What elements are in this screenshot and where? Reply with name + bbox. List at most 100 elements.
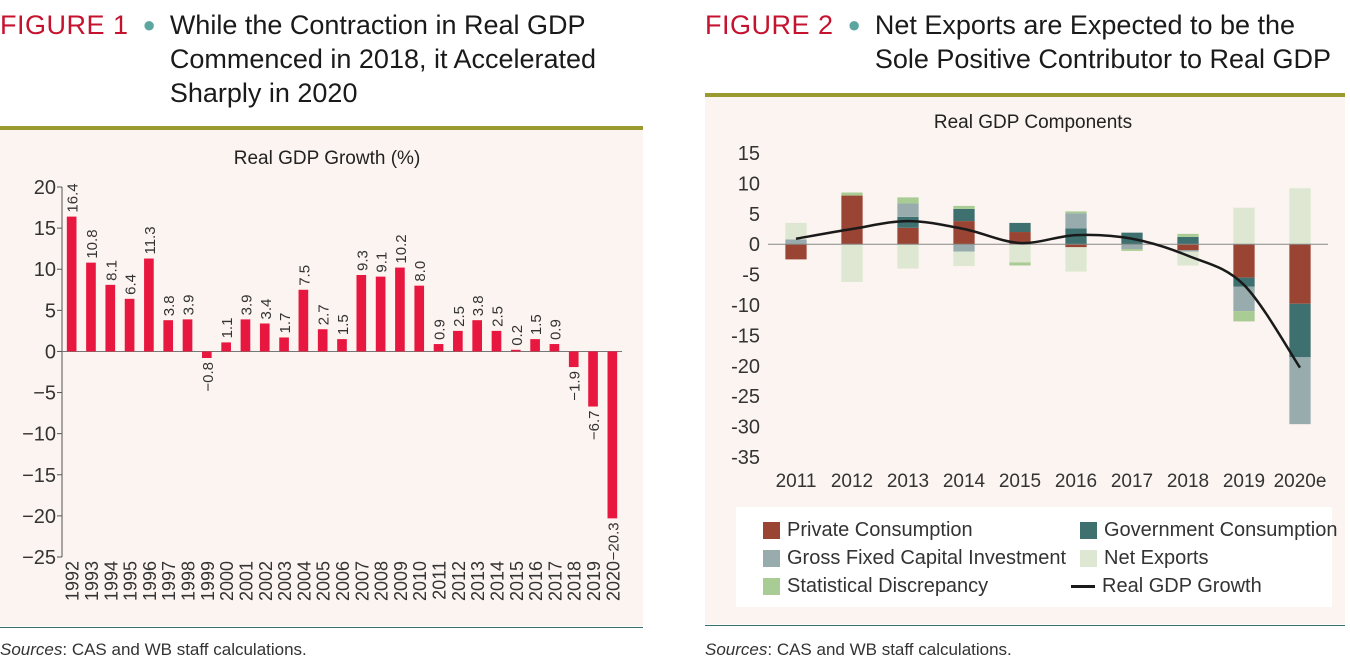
chart-title: Real GDP Components bbox=[934, 112, 1132, 133]
bar bbox=[86, 262, 96, 352]
bar bbox=[588, 351, 598, 407]
bar bbox=[356, 274, 367, 352]
x-tick-label: 1999 bbox=[198, 561, 218, 601]
y-tick-label: -15 bbox=[731, 325, 760, 347]
data-label: 1.5 bbox=[528, 314, 545, 335]
real-gdp-growth-line bbox=[795, 219, 1302, 369]
stacked-bar-segment bbox=[953, 208, 975, 222]
x-tick-label: 1998 bbox=[179, 561, 199, 601]
data-label: 10.8 bbox=[84, 229, 101, 258]
stacked-bar-segment bbox=[1289, 244, 1311, 304]
bar bbox=[607, 351, 618, 519]
y-tick-label: 15 bbox=[738, 143, 760, 165]
source-text: : CAS and WB staff calculations. bbox=[767, 640, 1012, 659]
data-label: 0.9 bbox=[547, 319, 564, 340]
bar bbox=[472, 320, 482, 352]
x-tick-label: 2018 bbox=[565, 561, 585, 601]
bar bbox=[182, 319, 193, 352]
x-tick-label: 2001 bbox=[236, 561, 256, 601]
data-label: 1.5 bbox=[335, 314, 352, 335]
data-label: 8.1 bbox=[103, 260, 120, 281]
data-label: 8.0 bbox=[412, 261, 429, 282]
stacked-bar-segment bbox=[1177, 250, 1199, 252]
stacked-bar-segment bbox=[897, 227, 919, 245]
y-tick-label: −5 bbox=[33, 383, 56, 405]
stacked-bar-segment bbox=[953, 244, 975, 252]
x-tick-label: 1992 bbox=[63, 561, 83, 601]
stacked-bar-segment bbox=[1121, 244, 1143, 250]
data-label: 1.7 bbox=[277, 313, 294, 334]
bar bbox=[298, 289, 309, 352]
y-tick-label: 5 bbox=[45, 300, 56, 322]
y-tick-label: 10 bbox=[738, 173, 760, 195]
x-tick-label: 2019 bbox=[1223, 471, 1265, 492]
bar bbox=[395, 267, 405, 352]
data-label: 11.3 bbox=[142, 226, 159, 254]
bar bbox=[240, 319, 251, 352]
figure-2-panel: FIGURE 2 ● Net Exports are Expected to b… bbox=[705, 0, 1345, 659]
stacked-bar-segment bbox=[1177, 236, 1199, 245]
figure-1-number: FIGURE 1 bbox=[0, 10, 129, 40]
stacked-bar-segment bbox=[953, 205, 975, 209]
figure-1-chart: Real GDP Growth (%) 20 15 10 5 0 −5 −10 −15 −20 −2… bbox=[0, 130, 643, 626]
figure-1-top-rule bbox=[0, 126, 643, 130]
bar bbox=[433, 344, 444, 352]
data-label: 0.2 bbox=[509, 325, 526, 346]
data-label: −20.3 bbox=[605, 522, 622, 560]
stacked-bar-segment bbox=[1233, 277, 1255, 287]
stacked-bar-segment bbox=[1065, 213, 1087, 229]
x-tick-label: 2017 bbox=[1111, 471, 1153, 492]
stacked-bar-segment bbox=[841, 195, 863, 245]
x-tick-label: 2014 bbox=[487, 561, 507, 601]
data-label: 3.9 bbox=[238, 295, 255, 316]
y-tick-label: 0 bbox=[45, 341, 56, 363]
bar bbox=[568, 351, 579, 368]
source-text: : CAS and WB staff calculations. bbox=[62, 640, 307, 659]
x-tick-label: 2003 bbox=[275, 561, 295, 601]
bar bbox=[337, 339, 347, 352]
y-tick-label: 15 bbox=[34, 218, 56, 240]
stacked-bar-segment bbox=[841, 244, 863, 282]
figure-2-bottom-rule bbox=[705, 625, 1345, 626]
x-tick-label: 2012 bbox=[831, 471, 873, 492]
stacked-bar-segment bbox=[897, 197, 919, 204]
x-tick-label: 2000 bbox=[217, 561, 237, 601]
x-tick-label: 1996 bbox=[140, 561, 160, 601]
y-tick-label: -25 bbox=[731, 386, 760, 408]
data-label: 2.5 bbox=[451, 306, 468, 327]
stacked-bar-segment bbox=[1233, 311, 1255, 322]
stacked-bar-segment bbox=[1289, 188, 1311, 245]
x-tick-label: 2015 bbox=[507, 561, 527, 601]
data-label: −6.7 bbox=[586, 411, 603, 441]
stacked-bar-segment bbox=[1177, 233, 1199, 237]
bar bbox=[163, 320, 174, 352]
data-label: 9.3 bbox=[354, 250, 371, 271]
data-label: −0.8 bbox=[200, 362, 217, 392]
y-tick-label: -10 bbox=[731, 295, 760, 317]
figure-2-source: Sources: CAS and WB staff calculations. bbox=[705, 640, 1012, 660]
x-tick-label: 2016 bbox=[1055, 471, 1097, 492]
data-label: 16.4 bbox=[65, 183, 82, 212]
stacked-bar-segment bbox=[897, 203, 919, 217]
x-tick-label: 2008 bbox=[372, 561, 392, 601]
legend-swatch bbox=[1080, 550, 1097, 567]
bar bbox=[491, 330, 502, 352]
legend-label: Government Consumption bbox=[1104, 519, 1338, 541]
bar bbox=[549, 344, 560, 352]
data-label: 3.8 bbox=[470, 295, 487, 316]
data-label: 2.7 bbox=[316, 304, 333, 325]
y-tick-label: −20 bbox=[22, 506, 56, 528]
x-tick-label: 2020 bbox=[603, 561, 623, 601]
data-label: 9.1 bbox=[374, 252, 391, 273]
figure-2-header: FIGURE 2 ● Net Exports are Expected to b… bbox=[705, 0, 1345, 118]
bar bbox=[66, 216, 77, 352]
y-tick-label: 0 bbox=[749, 234, 760, 256]
legend-government-consumption: Government Consumption bbox=[1080, 519, 1337, 542]
figure-1-header: FIGURE 1 ● While the Contraction in Real… bbox=[0, 0, 643, 118]
x-tick-label: 2002 bbox=[256, 561, 276, 601]
data-label: 2.5 bbox=[489, 306, 506, 327]
data-label: 1.1 bbox=[219, 318, 236, 339]
stacked-bar-segment bbox=[1289, 357, 1311, 425]
x-tick-label: 2016 bbox=[526, 561, 546, 601]
y-tick-label: -20 bbox=[731, 356, 760, 378]
